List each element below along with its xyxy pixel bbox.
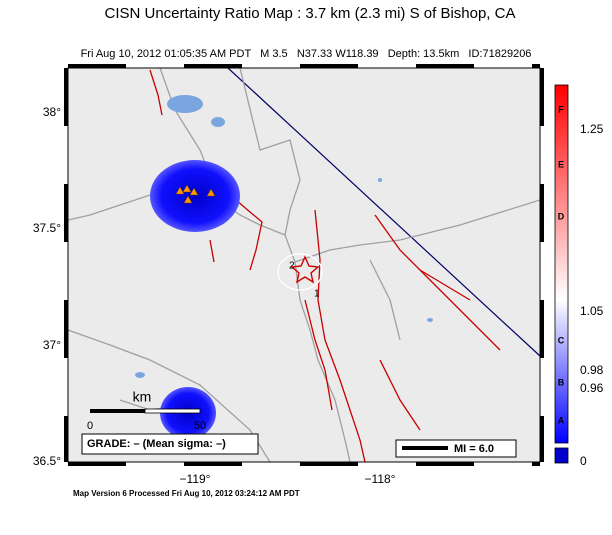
- contour: [277, 253, 323, 291]
- colorbar-tick: 0: [580, 454, 587, 468]
- lat-label: 38°: [43, 105, 61, 119]
- legend-box: [395, 439, 517, 458]
- colorbar-tick: 1.05: [580, 304, 604, 318]
- lat-labels: 38° 37.5° 37° 36.5°: [33, 105, 61, 468]
- colorbar-letter: E: [558, 159, 564, 169]
- lakes: [135, 95, 433, 378]
- colorbar-letter: F: [558, 104, 564, 114]
- legend-text: MI = 6.0: [454, 443, 494, 455]
- map-area: 2 1: [68, 68, 540, 462]
- colorbar-letter: C: [558, 335, 565, 345]
- stations: [175, 184, 216, 204]
- lat-label: 36.5°: [33, 454, 61, 468]
- colorbar-tick: 0.96: [580, 381, 604, 395]
- roads: [68, 68, 540, 462]
- state-border: [227, 68, 540, 357]
- station-label: 1: [314, 289, 320, 300]
- grade-box: [81, 433, 259, 455]
- colorbar-gradient: [554, 84, 569, 444]
- colorbar-tick: 0.98: [580, 363, 604, 377]
- grade-text: GRADE: – (Mean sigma: –): [87, 438, 226, 450]
- map-title: CISN Uncertainty Ratio Map : 3.7 km (2.3…: [105, 5, 516, 22]
- colorbar: F E D C B A 1.25 1.05 0.98 0.96 0: [554, 84, 604, 468]
- map-background: [68, 68, 540, 462]
- lon-label: −119°: [180, 472, 211, 486]
- epicenter-star: [290, 255, 320, 284]
- footer: Map Version 6 Processed Fri Aug 10, 2012…: [73, 489, 300, 498]
- colorbar-swatch: [554, 447, 569, 464]
- colorbar-letter: D: [558, 211, 565, 221]
- colorbar-tick: 1.25: [580, 122, 604, 136]
- scale-start: 0: [87, 420, 93, 432]
- colorbar-letter: B: [558, 377, 565, 387]
- lat-label: 37.5°: [33, 221, 61, 235]
- colorbar-letter: A: [558, 415, 565, 425]
- scale-end: 50: [194, 420, 206, 432]
- faults: [149, 69, 501, 462]
- uncertainty-blob: [150, 160, 240, 232]
- lon-label: −118°: [365, 472, 396, 486]
- frame-ticks: [64, 64, 544, 466]
- lat-label: 37°: [43, 338, 61, 352]
- map-subtitle: Fri Aug 10, 2012 01:05:35 AM PDT M 3.5 N…: [81, 48, 532, 60]
- scale-unit: km: [133, 389, 152, 405]
- scale-bar: km 0 50: [87, 389, 206, 432]
- station-label: 2: [289, 261, 295, 272]
